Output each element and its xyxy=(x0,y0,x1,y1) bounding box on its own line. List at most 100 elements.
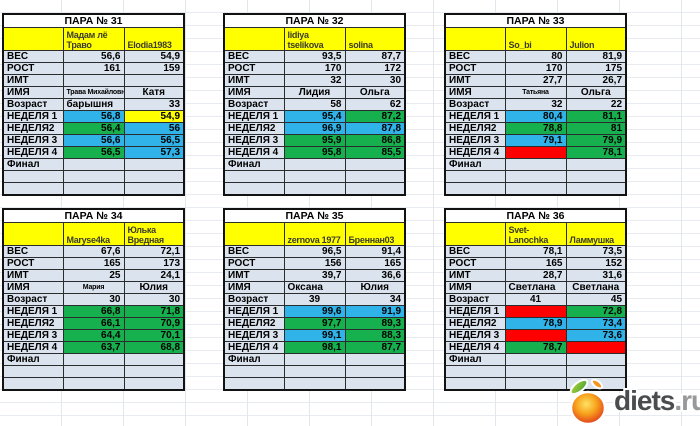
empty-cell[interactable] xyxy=(444,170,506,183)
week-value-cell[interactable]: 95,8 xyxy=(283,146,346,159)
ves-value-cell[interactable]: 67,6 xyxy=(62,245,125,258)
final-value-cell[interactable] xyxy=(344,353,406,366)
row-label-cell[interactable]: ИМТ xyxy=(444,74,506,87)
name-value-cell[interactable]: Светлана xyxy=(504,281,567,294)
ves-value-cell[interactable]: 54,9 xyxy=(123,50,185,63)
row-label-cell[interactable]: ИМТ xyxy=(223,269,285,282)
age-value-cell[interactable]: 30 xyxy=(123,293,185,306)
member-nick[interactable]: Юлька Вредная xyxy=(123,222,185,246)
age-value-cell[interactable]: 39 xyxy=(283,293,346,306)
final-value-cell[interactable] xyxy=(283,158,346,171)
row-label-cell[interactable]: Финал xyxy=(223,158,285,171)
name-value-cell[interactable]: Ольга xyxy=(344,86,406,99)
row-label-cell[interactable]: Финал xyxy=(2,158,64,171)
name-value-cell[interactable]: Юлия xyxy=(123,281,185,294)
row-label-cell[interactable]: ИМЯ xyxy=(2,86,64,99)
row-label-cell[interactable]: ИМЯ xyxy=(223,86,285,99)
week-value-cell[interactable]: 81,1 xyxy=(565,110,627,123)
final-value-cell[interactable] xyxy=(62,353,125,366)
row-label-cell[interactable]: ИМЯ xyxy=(223,281,285,294)
week-value-cell[interactable]: 81 xyxy=(565,122,627,135)
week-value-cell[interactable]: 97,7 xyxy=(283,317,346,330)
empty-cell[interactable] xyxy=(344,170,406,183)
empty-cell[interactable] xyxy=(2,365,64,378)
week-value-cell[interactable]: 71,8 xyxy=(123,305,185,318)
week-value-cell[interactable]: 66,1 xyxy=(62,317,125,330)
row-label-cell[interactable]: РОСТ xyxy=(444,62,506,75)
empty-cell[interactable] xyxy=(565,170,627,183)
age-value-cell[interactable]: 62 xyxy=(344,98,406,111)
row-label-cell[interactable]: НЕДЕЛЯ 3 xyxy=(2,329,64,342)
row-label-cell[interactable]: ИМТ xyxy=(2,74,64,87)
row-label-cell[interactable]: НЕДЕЛЯ 3 xyxy=(2,134,64,147)
week-value-cell[interactable]: 56,6 xyxy=(62,134,125,147)
name-value-cell[interactable]: Татьяна xyxy=(504,86,567,99)
final-value-cell[interactable] xyxy=(504,353,567,366)
final-value-cell[interactable] xyxy=(62,158,125,171)
rost-value-cell[interactable]: 152 xyxy=(565,257,627,270)
ves-value-cell[interactable]: 96,5 xyxy=(283,245,346,258)
names-row-spacer-cell[interactable] xyxy=(444,27,506,51)
member-nick[interactable]: Бреннан03 xyxy=(344,222,406,246)
imt-value-cell[interactable]: 28,7 xyxy=(504,269,567,282)
week-value-cell[interactable]: 56,5 xyxy=(123,134,185,147)
week-value-cell[interactable]: 56,8 xyxy=(62,110,125,123)
age-value-cell[interactable]: 58 xyxy=(283,98,346,111)
week-value-cell[interactable]: 79,9 xyxy=(565,134,627,147)
row-label-cell[interactable]: ВЕС xyxy=(444,50,506,63)
row-label-cell[interactable]: НЕДЕЛЯ 1 xyxy=(2,110,64,123)
week-value-cell[interactable]: 87,8 xyxy=(344,122,406,135)
imt-value-cell[interactable]: 36,6 xyxy=(344,269,406,282)
ves-value-cell[interactable]: 93,5 xyxy=(283,50,346,63)
empty-cell[interactable] xyxy=(62,170,125,183)
row-label-cell[interactable]: Возраст xyxy=(2,98,64,111)
member-nick[interactable]: zernova 1977 xyxy=(283,222,346,246)
final-value-cell[interactable] xyxy=(504,158,567,171)
rost-value-cell[interactable]: 175 xyxy=(565,62,627,75)
empty-cell[interactable] xyxy=(123,377,185,391)
empty-cell[interactable] xyxy=(123,170,185,183)
empty-cell[interactable] xyxy=(223,170,285,183)
week-value-cell[interactable]: 57,3 xyxy=(123,146,185,159)
empty-cell[interactable] xyxy=(283,365,346,378)
row-label-cell[interactable]: ВЕС xyxy=(2,245,64,258)
final-value-cell[interactable] xyxy=(123,353,185,366)
imt-value-cell[interactable] xyxy=(62,74,125,87)
imt-value-cell[interactable]: 27,7 xyxy=(504,74,567,87)
week-value-cell[interactable] xyxy=(504,146,567,159)
week-value-cell[interactable]: 56,4 xyxy=(62,122,125,135)
row-label-cell[interactable]: РОСТ xyxy=(444,257,506,270)
empty-cell[interactable] xyxy=(283,170,346,183)
names-row-spacer-cell[interactable] xyxy=(223,222,285,246)
imt-value-cell[interactable] xyxy=(123,74,185,87)
row-label-cell[interactable]: ВЕС xyxy=(2,50,64,63)
final-value-cell[interactable] xyxy=(565,158,627,171)
name-value-cell[interactable]: Оксана xyxy=(283,281,346,294)
week-value-cell[interactable]: 85,5 xyxy=(344,146,406,159)
row-label-cell[interactable]: ВЕС xyxy=(444,245,506,258)
row-label-cell[interactable]: НЕДЕЛЯ 3 xyxy=(444,329,506,342)
empty-cell[interactable] xyxy=(123,182,185,196)
empty-cell[interactable] xyxy=(565,365,627,378)
member-nick[interactable]: Мадам лё Траво xyxy=(62,27,125,51)
week-value-cell[interactable]: 64,4 xyxy=(62,329,125,342)
imt-value-cell[interactable]: 26,7 xyxy=(565,74,627,87)
age-value-cell[interactable]: 34 xyxy=(344,293,406,306)
row-label-cell[interactable]: НЕДЕЛЯ 4 xyxy=(223,146,285,159)
row-label-cell[interactable]: НЕДЕЛЯ 1 xyxy=(223,110,285,123)
row-label-cell[interactable]: РОСТ xyxy=(2,62,64,75)
names-row-spacer-cell[interactable] xyxy=(223,27,285,51)
week-value-cell[interactable]: 66,8 xyxy=(62,305,125,318)
row-label-cell[interactable]: НЕДЕЛЯ2 xyxy=(2,122,64,135)
row-label-cell[interactable]: НЕДЕЛЯ2 xyxy=(2,317,64,330)
week-value-cell[interactable]: 79,1 xyxy=(504,134,567,147)
week-value-cell[interactable]: 87,2 xyxy=(344,110,406,123)
imt-value-cell[interactable]: 39,7 xyxy=(283,269,346,282)
final-value-cell[interactable] xyxy=(565,353,627,366)
week-value-cell[interactable] xyxy=(504,329,567,342)
ves-value-cell[interactable]: 81,9 xyxy=(565,50,627,63)
diets-logo[interactable]: diets.ru xyxy=(566,376,700,426)
empty-cell[interactable] xyxy=(283,182,346,196)
row-label-cell[interactable]: НЕДЕЛЯ2 xyxy=(223,317,285,330)
row-label-cell[interactable]: Финал xyxy=(444,353,506,366)
